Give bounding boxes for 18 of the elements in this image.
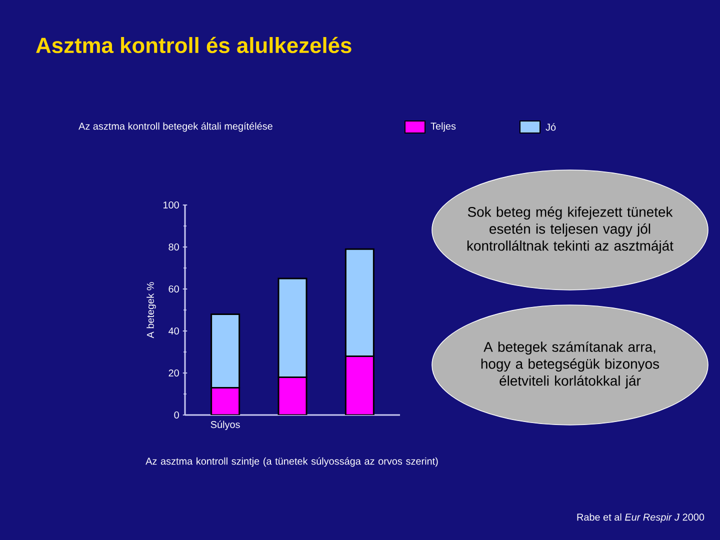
chart-title: Asztma kontroll és alulkezelés <box>36 36 352 54</box>
y-tick-label: 0 <box>174 411 179 419</box>
y-tick-label: 100 <box>164 201 179 209</box>
y-tick-label: 40 <box>168 327 179 335</box>
text: Rabe et al Eur Respir J 2000 <box>577 513 704 523</box>
legend-label: Teljes <box>430 122 456 132</box>
text: A betegek számítanak arra, hogy a betegségük bizonyos életviteli korlátokkal jár <box>481 341 660 389</box>
y-tick-label: 60 <box>168 285 179 293</box>
x-tick-label: Súlyos <box>210 420 240 430</box>
y-axis-title: A betegek % <box>146 282 156 338</box>
y-tick-label: 80 <box>168 243 179 251</box>
bar <box>344 355 374 415</box>
x-axis-title: Az asztma kontroll szintje (a tünetek súlyossága az orvos szerint) <box>146 457 438 467</box>
text: Sok beteg még kifejezett tünetek esetén is teljesen vagy jól kontrolláltnak tekinti az asztmáját <box>467 206 674 254</box>
bar <box>278 376 308 415</box>
legend-label: Jó <box>546 123 556 131</box>
y-tick-label: 20 <box>168 369 179 377</box>
legend-title: Az asztma kontroll betegek általi megítélése <box>78 122 272 132</box>
